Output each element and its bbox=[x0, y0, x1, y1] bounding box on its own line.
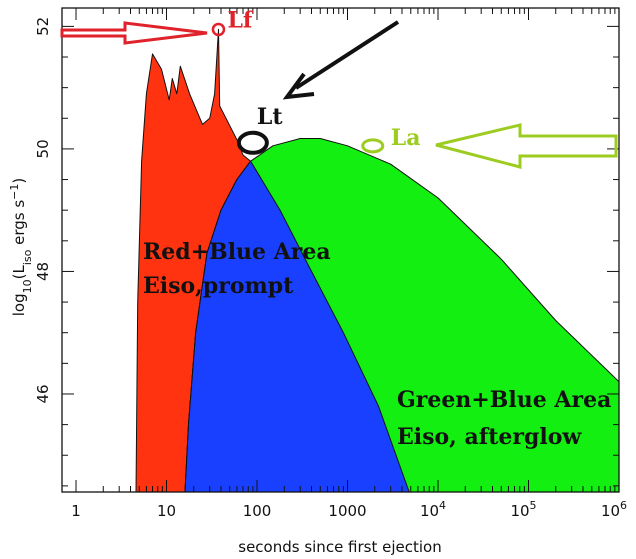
area-overlap bbox=[184, 160, 410, 493]
red-blue-area-label: Red+Blue Area bbox=[143, 239, 331, 265]
x-tick-label: 105 bbox=[510, 499, 536, 520]
y-tick-label: 48 bbox=[34, 262, 52, 281]
eiso-afterglow-label: Eiso, afterglow bbox=[397, 424, 582, 450]
lf-arrow-icon bbox=[60, 21, 208, 45]
green-blue-area-label: Green+Blue Area bbox=[397, 387, 611, 413]
lt-arrowhead-icon bbox=[282, 72, 315, 100]
plot-frame bbox=[61, 7, 620, 493]
y-tick-label: 50 bbox=[34, 139, 52, 158]
lt-marker bbox=[236, 130, 269, 155]
lt-label: Lt bbox=[257, 104, 283, 130]
lf-marker bbox=[211, 22, 226, 37]
x-axis-title: seconds since first ejection bbox=[238, 538, 442, 556]
la-arrow-icon bbox=[435, 123, 618, 169]
chart-tick-labels: 1 10 100 1000 104 105 106 46 48 50 52 bbox=[34, 17, 627, 520]
chart-areas bbox=[135, 28, 620, 493]
y-tick-label: 52 bbox=[34, 17, 52, 36]
la-annotation: La bbox=[361, 123, 618, 169]
x-tick-label: 104 bbox=[420, 499, 446, 520]
eiso-prompt-label: Eiso,prompt bbox=[143, 273, 294, 299]
x-tick-label: 100 bbox=[243, 502, 272, 520]
x-tick-label: 1 bbox=[71, 502, 81, 520]
la-label: La bbox=[391, 125, 421, 151]
chart-ticks bbox=[62, 8, 620, 492]
x-tick-label: 10 bbox=[157, 502, 176, 520]
y-axis-title: log10(Liso ergs s−1) bbox=[8, 178, 34, 317]
x-tick-label: 106 bbox=[601, 499, 627, 520]
lt-annotation: Lt bbox=[236, 20, 400, 155]
lf-label: Lf bbox=[227, 7, 253, 33]
lt-arrow-icon bbox=[294, 20, 400, 90]
y-tick-label: 46 bbox=[34, 384, 52, 403]
la-marker bbox=[361, 138, 385, 154]
x-tick-label: 1000 bbox=[328, 502, 366, 520]
lf-annotation: Lf bbox=[60, 7, 254, 45]
